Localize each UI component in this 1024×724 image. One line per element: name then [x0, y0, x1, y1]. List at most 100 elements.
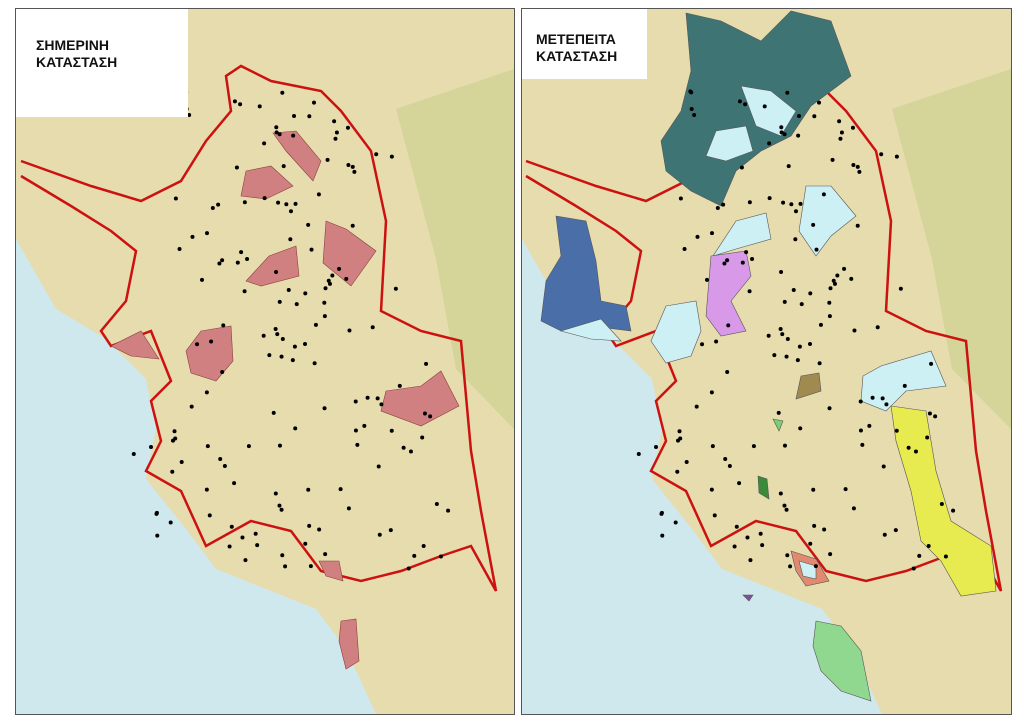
settlement-point	[154, 511, 159, 516]
settlement-point	[307, 114, 312, 119]
settlement-point	[446, 508, 451, 513]
settlement-point	[346, 506, 351, 511]
settlement-point	[827, 300, 832, 305]
settlement-point	[760, 543, 765, 548]
settlement-point	[677, 429, 682, 434]
zone	[318, 560, 344, 582]
settlement-point	[808, 291, 813, 296]
settlement-point	[388, 528, 393, 533]
settlement-point	[412, 553, 417, 558]
settlement-point	[313, 322, 318, 327]
settlement-point	[734, 524, 739, 529]
settlement-point	[723, 456, 728, 461]
settlement-point	[682, 246, 687, 251]
settlement-point	[793, 237, 798, 242]
settlement-point	[275, 332, 280, 337]
settlement-point	[781, 200, 786, 205]
settlement-point	[424, 361, 429, 366]
settlement-points	[636, 89, 956, 571]
settlement-point	[334, 130, 339, 135]
settlement-point	[189, 404, 194, 409]
settlement-point	[913, 449, 918, 454]
settlement-point	[835, 273, 840, 278]
settlement-point	[709, 390, 714, 395]
settlement-point	[232, 481, 237, 486]
settlement-point	[816, 100, 821, 105]
settlement-point	[280, 90, 285, 95]
settlement-point	[714, 339, 719, 344]
settlement-point	[705, 277, 710, 282]
zone	[380, 370, 460, 427]
settlement-point	[832, 281, 837, 286]
settlement-point	[317, 527, 322, 532]
settlement-point	[750, 257, 755, 262]
sea	[16, 239, 376, 714]
settlement-point	[332, 119, 337, 124]
settlement-point	[748, 558, 753, 563]
zone	[245, 245, 300, 287]
zone	[322, 220, 377, 287]
settlement-point	[393, 286, 398, 291]
settlement-point	[727, 464, 732, 469]
settlement-point	[839, 130, 844, 135]
settlement-point	[784, 354, 789, 359]
settlement-point	[350, 223, 355, 228]
settlement-point	[245, 257, 250, 262]
settlement-point	[732, 544, 737, 549]
settlement-point	[227, 544, 232, 549]
zone-light-blue	[798, 185, 857, 257]
zone	[272, 130, 322, 182]
settlement-point	[271, 410, 276, 415]
settlement-point	[811, 222, 816, 227]
settlement-point	[785, 90, 790, 95]
settlement-point	[798, 201, 803, 206]
settlement-point	[678, 196, 683, 201]
settlement-point	[709, 487, 714, 492]
settlement-point	[870, 395, 875, 400]
settlement-point	[322, 300, 327, 305]
settlement-point	[797, 113, 802, 118]
title-line-1: ΜΕΤΕΠΕΙΤΑ	[536, 31, 616, 47]
settlement-point	[737, 481, 742, 486]
settlement-point	[291, 133, 296, 138]
settlement-point	[678, 436, 683, 441]
settlement-point	[943, 554, 948, 559]
settlement-point	[789, 202, 794, 207]
settlement-point	[751, 444, 756, 449]
settlement-point	[798, 426, 803, 431]
settlement-point	[303, 291, 308, 296]
current-zones	[110, 130, 460, 670]
settlement-point	[925, 435, 930, 440]
settlement-point	[808, 342, 813, 347]
settlement-point	[220, 258, 225, 263]
settlement-point	[817, 361, 822, 366]
zone-light-blue	[712, 212, 772, 257]
settlement-point	[352, 169, 357, 174]
settlement-point	[849, 276, 854, 281]
settlement-point	[902, 383, 907, 388]
settlement-point	[926, 544, 931, 549]
settlement-point	[422, 411, 427, 416]
settlement-point	[692, 113, 697, 118]
settlement-point	[346, 162, 351, 167]
settlement-point	[828, 552, 833, 557]
settlement-point	[857, 169, 862, 174]
settlement-point	[170, 469, 175, 474]
zone	[240, 165, 294, 200]
settlement-point	[229, 524, 234, 529]
settlement-point	[884, 402, 889, 407]
zone-light-blue	[650, 300, 702, 364]
settlement-point	[850, 125, 855, 130]
settlement-point	[793, 209, 798, 214]
settlement-point	[722, 261, 727, 266]
settlement-point	[292, 113, 297, 118]
forest-area	[892, 69, 1011, 429]
settlement-point	[767, 196, 772, 201]
zone-olive	[795, 372, 822, 400]
settlement-point	[725, 258, 730, 263]
settlement-point	[309, 247, 314, 252]
zone-dark-blue	[540, 215, 632, 332]
settlement-point	[374, 152, 379, 157]
settlement-point	[911, 566, 916, 571]
settlement-point	[274, 130, 279, 135]
